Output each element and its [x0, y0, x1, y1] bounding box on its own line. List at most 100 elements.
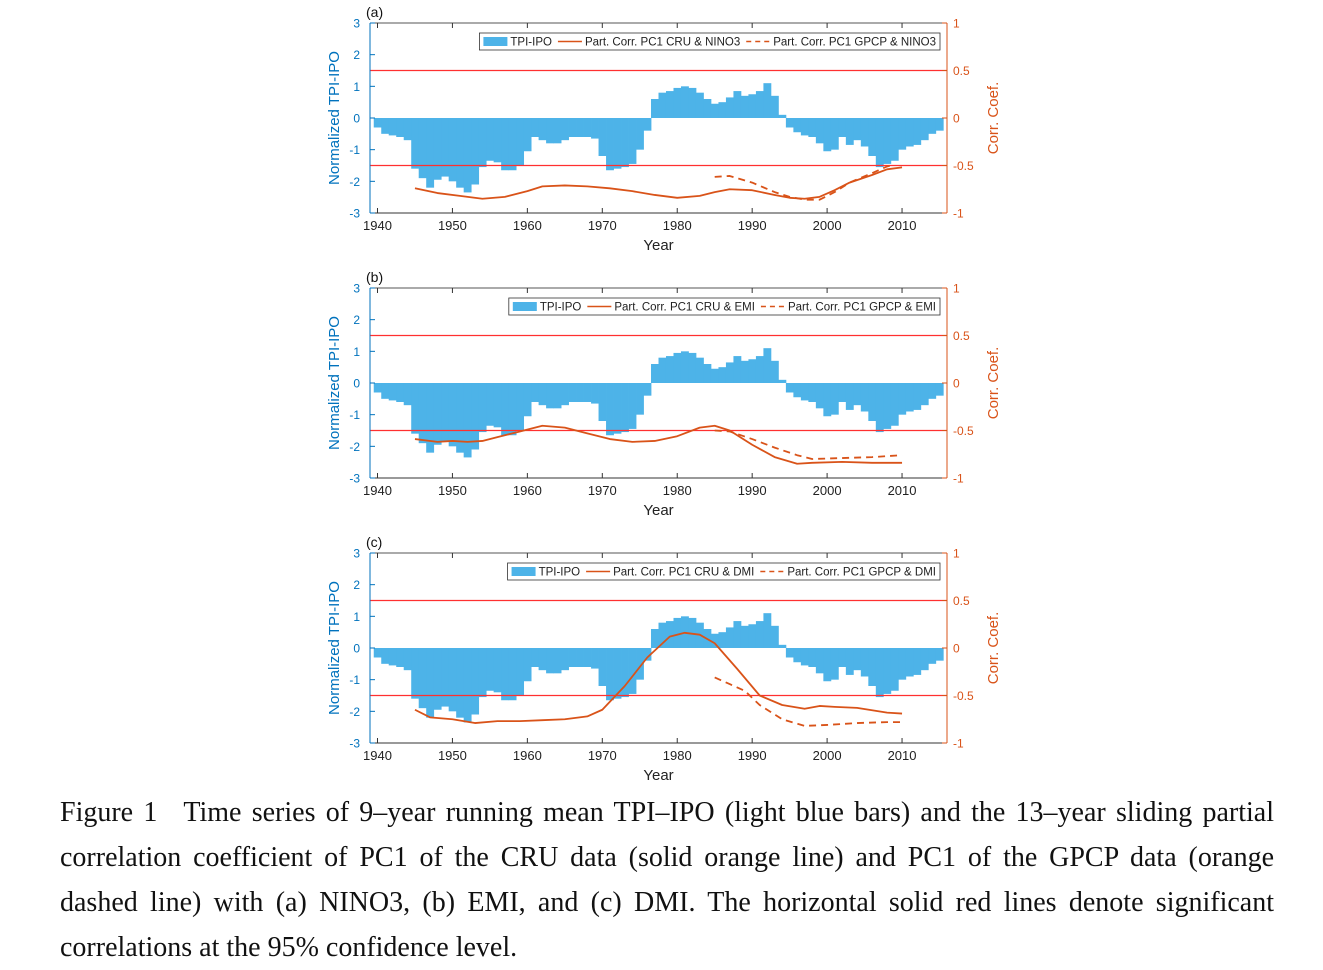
tpi-ipo-bar [920, 648, 929, 671]
tpi-ipo-bar [770, 95, 779, 118]
left-tick-label: 1 [353, 345, 360, 359]
legend-bar-swatch [483, 37, 508, 46]
panel-tag: (a) [366, 4, 383, 20]
tpi-ipo-bar [621, 383, 629, 433]
legend: TPI-IPO Part. Corr. PC1 CRU & DMI Part. Co… [507, 562, 941, 581]
x-tick-label: 1960 [513, 218, 542, 233]
tpi-ipo-bar [883, 648, 892, 694]
tpi-ipo-bar [665, 91, 674, 118]
x-tick-label: 1970 [588, 218, 617, 233]
tpi-ipo-bar [710, 368, 719, 383]
tpi-ipo-bar [680, 86, 689, 118]
tpi-ipo-bar [538, 118, 547, 141]
tpi-ipo-bar [628, 118, 637, 164]
tpi-ipo-bar [868, 648, 877, 686]
tpi-ipo-bar [643, 648, 652, 661]
tpi-ipo-bar [493, 648, 502, 693]
tpi-ipo-bar [636, 648, 644, 680]
left-tick-label: -2 [349, 440, 360, 454]
tpi-ipo-bar [868, 118, 877, 156]
tpi-ipo-bar [838, 383, 847, 402]
tpi-ipo-bar [456, 383, 465, 453]
right-tick-label: 1 [953, 17, 960, 31]
tpi-ipo-bar [853, 383, 862, 406]
tpi-ipo-bar [381, 383, 390, 399]
tpi-ipo-bar [823, 118, 832, 152]
x-tick-label: 1970 [588, 483, 617, 498]
tpi-ipo-bar [718, 367, 727, 383]
right-tick-label: 0 [953, 112, 960, 126]
x-tick-label: 1940 [363, 218, 392, 233]
tpi-ipo-bar [853, 118, 862, 141]
tpi-ipo-bar [471, 118, 480, 185]
x-tick-label: 2010 [888, 218, 917, 233]
left-tick-label: 2 [353, 578, 360, 592]
tpi-ipo-bar [433, 118, 442, 180]
tpi-ipo-bar [576, 383, 584, 402]
tpi-ipo-bar [448, 383, 457, 447]
tpi-ipo-bar [523, 383, 532, 417]
tpi-ipo-bar [381, 648, 390, 664]
tpi-ipo-bar [553, 648, 562, 674]
tpi-ipo-bar [411, 118, 420, 169]
tpi-ipo-bar [456, 118, 465, 188]
tpi-ipo-bar [868, 383, 877, 421]
tpi-ipo-bar [403, 383, 412, 406]
tpi-ipo-bar [928, 648, 937, 664]
tpi-ipo-bar [808, 648, 817, 667]
left-tick-label: 3 [353, 282, 360, 296]
tpi-ipo-bar [905, 383, 914, 412]
tpi-ipo-bar [463, 383, 472, 458]
tpi-ipo-bar [373, 118, 382, 128]
tpi-ipo-bar [591, 383, 599, 404]
x-tick-label: 1970 [588, 748, 617, 763]
tpi-ipo-bar [516, 118, 525, 166]
tpi-ipo-bar [546, 648, 554, 674]
panel-b: 1940 1950 1960 1970 1980 1990 2000 2010Year-3-2… [326, 269, 1002, 519]
x-tick-label: 1960 [513, 483, 542, 498]
tpi-ipo-bar [613, 118, 622, 169]
tpi-ipo-bar [628, 648, 637, 694]
tpi-ipo-bar [755, 621, 764, 648]
left-tick-label: -3 [349, 472, 360, 486]
tpi-ipo-bar [740, 625, 749, 648]
x-axis-label: Year [643, 767, 673, 784]
left-axis-label: Normalized TPI-IPO [326, 581, 343, 715]
tpi-ipo-bar [733, 91, 742, 118]
tpi-ipo-bar [546, 383, 554, 409]
tpi-ipo-bar [508, 383, 517, 436]
tpi-ipo-bars [373, 613, 944, 723]
tpi-ipo-bar [396, 383, 405, 402]
right-tick-label: -1 [953, 737, 964, 751]
tpi-ipo-bar [441, 648, 450, 707]
tpi-ipo-bar [576, 648, 584, 667]
tpi-ipo-bar [860, 118, 869, 147]
tpi-ipo-bar [890, 383, 899, 426]
tpi-ipo-bar [770, 625, 779, 648]
tpi-ipo-bar [501, 118, 510, 171]
tpi-ipo-bar [441, 118, 450, 177]
right-tick-label: -0.5 [953, 689, 974, 703]
tpi-ipo-bar [883, 118, 892, 164]
tpi-ipo-bar [411, 383, 420, 434]
x-tick-label: 1980 [663, 218, 692, 233]
left-tick-label: 1 [353, 610, 360, 624]
tpi-ipo-bar [591, 648, 599, 669]
tpi-ipo-bar [523, 118, 532, 152]
tpi-ipo-bar [740, 360, 749, 383]
tpi-ipo-bar [651, 364, 659, 383]
tpi-ipo-bar [845, 648, 854, 675]
tpi-ipo-bar [418, 648, 427, 709]
figure-panels: 1940 1950 1960 1970 1980 1990 2000 2010Year-3-2… [326, 4, 1002, 784]
left-tick-label: 3 [353, 17, 360, 31]
tpi-ipo-bar [388, 383, 397, 401]
tpi-ipo-bar [763, 83, 772, 118]
tpi-ipo-bar [815, 383, 824, 409]
tpi-ipo-bar [890, 118, 899, 161]
tpi-ipo-bar [486, 383, 495, 426]
tpi-ipo-bar [463, 648, 472, 723]
tpi-ipo-bar [695, 92, 704, 118]
x-tick-label: 2000 [813, 218, 842, 233]
tpi-ipo-bar [793, 118, 802, 133]
legend-bar-label: TPI-IPO [540, 302, 582, 314]
